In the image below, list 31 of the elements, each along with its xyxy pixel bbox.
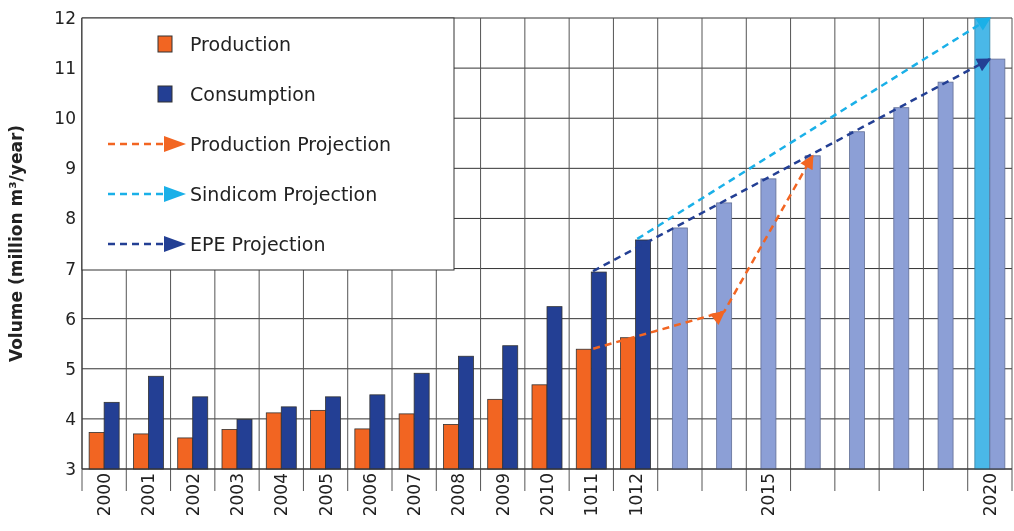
legend-label: Consumption xyxy=(190,82,316,105)
y-tick-label: 11 xyxy=(54,58,76,79)
x-tick-label: 2000 xyxy=(94,473,115,517)
y-tick-label: 9 xyxy=(65,158,76,179)
y-tick-label: 7 xyxy=(65,258,76,279)
legend-label: Production xyxy=(190,32,292,55)
x-tick-label: 2007 xyxy=(404,473,425,517)
x-tick-label: 2003 xyxy=(226,473,247,517)
x-tick-label: 2002 xyxy=(182,473,203,517)
x-tick-label: 1011 xyxy=(581,473,602,517)
legend-label: Production Projection xyxy=(190,132,392,155)
y-axis-title: Volume (million m³/year) xyxy=(6,124,26,363)
y-tick-label: 3 xyxy=(65,458,76,479)
legend-label: EPE Projection xyxy=(190,232,326,255)
y-tick-label: 4 xyxy=(65,408,76,429)
y-tick-label: 5 xyxy=(65,358,76,379)
x-tick-label: 2006 xyxy=(359,473,380,517)
x-tick-label: 2015 xyxy=(758,473,779,517)
x-tick-label: 2008 xyxy=(448,473,469,517)
x-tick-label: 2004 xyxy=(271,473,292,517)
x-tick-label: 1012 xyxy=(625,473,646,517)
y-tick-label: 10 xyxy=(54,108,76,129)
y-tick-label: 8 xyxy=(65,208,76,229)
legend-label: Sindicom Projection xyxy=(190,182,378,205)
x-tick-label: 2010 xyxy=(536,473,557,517)
x-tick-label: 2001 xyxy=(138,473,159,517)
x-tick-label: 2009 xyxy=(492,473,513,517)
x-tick-label: 2020 xyxy=(979,473,1000,517)
x-tick-label: 2005 xyxy=(315,473,336,517)
y-tick-label: 6 xyxy=(65,308,76,329)
y-tick-label: 12 xyxy=(54,7,76,28)
